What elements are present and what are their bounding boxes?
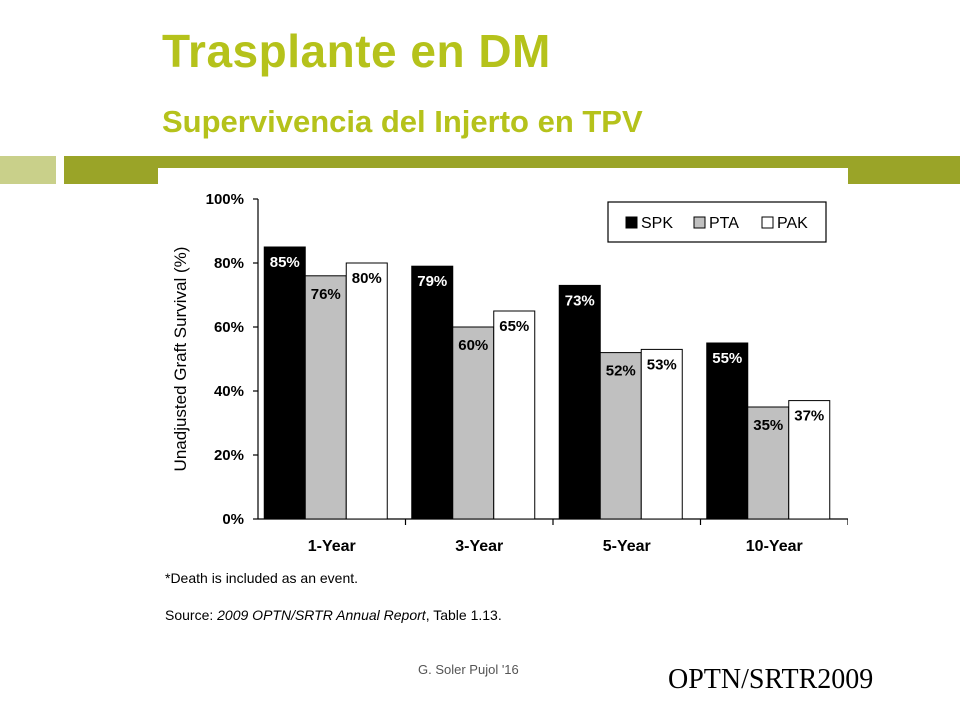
y-tick-label: 0%	[222, 511, 244, 528]
data-label-pta: 60%	[458, 337, 488, 354]
legend-swatch-spk	[625, 216, 638, 229]
y-tick-label: 20%	[214, 447, 244, 464]
bar-spk	[558, 284, 601, 520]
data-label-spk: 79%	[417, 273, 447, 290]
y-tick-label: 60%	[214, 319, 244, 336]
data-label-pta: 35%	[753, 417, 783, 434]
bar-spk	[263, 246, 306, 520]
y-tick-label: 40%	[214, 383, 244, 400]
source-title: 2009 OPTN/SRTR Annual Report	[217, 607, 426, 623]
y-tick-label: 80%	[214, 255, 244, 272]
bar-pta	[599, 352, 642, 520]
data-label-spk: 73%	[565, 292, 595, 309]
data-label-spk: 55%	[712, 350, 742, 367]
bar-pak	[345, 262, 388, 520]
legend-swatch-pak	[761, 216, 774, 229]
source-suffix: , Table 1.13.	[425, 607, 502, 623]
bar-spk	[706, 342, 749, 520]
reference-label: OPTN/SRTR2009	[668, 664, 874, 695]
legend-label-spk: SPK	[641, 215, 673, 232]
y-tick-label: 100%	[206, 191, 244, 208]
decorative-bar-left	[0, 156, 56, 184]
data-label-pak: 80%	[352, 270, 382, 287]
bar-pta	[747, 406, 790, 520]
y-axis-title: Unadjusted Graft Survival (%)	[171, 247, 190, 472]
data-label-spk: 85%	[270, 254, 300, 271]
source-prefix: Source:	[165, 607, 218, 623]
bar-pak	[788, 400, 831, 520]
slide-title: Trasplante en DM	[162, 25, 551, 77]
bar-spk	[411, 265, 454, 520]
legend-swatch-pta	[693, 216, 706, 229]
data-label-pta: 52%	[606, 363, 636, 380]
data-label-pak: 37%	[794, 408, 824, 425]
x-tick-label: 5-Year	[603, 538, 651, 555]
legend-box	[607, 201, 827, 243]
graft-survival-chart: 0% 20% 40% 60% 80% 100% Unadjusted Graft Survi…	[171, 191, 848, 555]
x-tick-label: 3-Year	[455, 538, 503, 555]
bar-pta	[304, 275, 347, 520]
chart-footnote: *Death is included as an event.	[165, 570, 359, 586]
data-label-pta: 76%	[311, 286, 341, 303]
data-label-pak: 53%	[647, 356, 677, 373]
data-label-pak: 65%	[499, 318, 529, 335]
author-credit: G. Soler Pujol '16	[418, 662, 519, 677]
x-tick-label: 10-Year	[746, 538, 803, 555]
bar-pak	[493, 310, 536, 520]
slide-subtitle: Supervivencia del Injerto en TPV	[162, 104, 643, 139]
bar-pta	[452, 326, 495, 520]
chart-source: Source: 2009 OPTN/SRTR Annual Report, Ta…	[165, 607, 502, 623]
x-tick-label: 1-Year	[308, 538, 356, 555]
bar-pak	[640, 348, 683, 520]
legend-label-pta: PTA	[709, 215, 739, 232]
legend-label-pak: PAK	[777, 215, 808, 232]
